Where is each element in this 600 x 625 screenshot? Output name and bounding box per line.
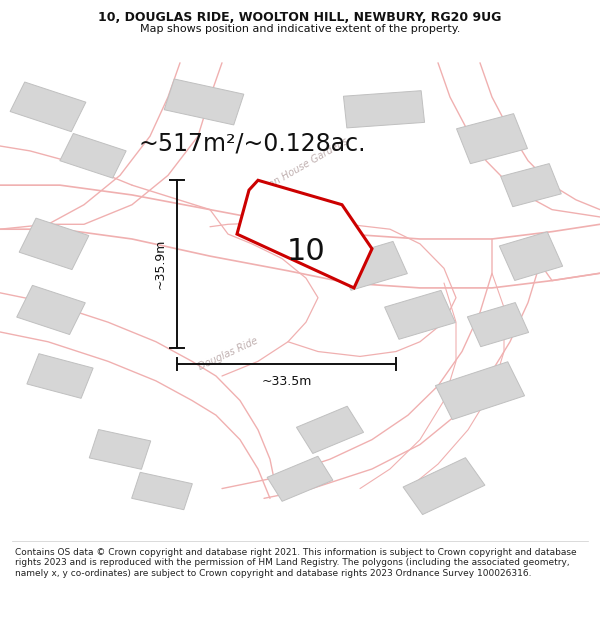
Polygon shape	[164, 79, 244, 125]
Polygon shape	[19, 218, 89, 269]
Polygon shape	[267, 456, 333, 501]
Polygon shape	[296, 406, 364, 454]
Polygon shape	[385, 291, 455, 339]
Polygon shape	[89, 429, 151, 469]
Polygon shape	[436, 362, 524, 419]
Polygon shape	[457, 114, 527, 164]
Text: ~517m²/~0.128ac.: ~517m²/~0.128ac.	[138, 131, 366, 156]
Polygon shape	[499, 232, 563, 281]
Polygon shape	[131, 472, 193, 510]
Polygon shape	[403, 458, 485, 514]
Text: ~35.9m: ~35.9m	[153, 239, 166, 289]
Polygon shape	[10, 82, 86, 132]
Text: Map shows position and indicative extent of the property.: Map shows position and indicative extent…	[140, 24, 460, 34]
Polygon shape	[17, 286, 85, 334]
Text: 10: 10	[287, 237, 325, 266]
Text: Douglas Ride: Douglas Ride	[197, 336, 259, 372]
Text: Contains OS data © Crown copyright and database right 2021. This information is : Contains OS data © Crown copyright and d…	[15, 548, 577, 578]
Polygon shape	[27, 354, 93, 398]
Text: Falcon House Gardens: Falcon House Gardens	[250, 136, 350, 200]
Polygon shape	[467, 302, 529, 347]
Polygon shape	[60, 134, 126, 178]
Polygon shape	[343, 91, 425, 128]
Polygon shape	[501, 164, 561, 207]
Text: 10, DOUGLAS RIDE, WOOLTON HILL, NEWBURY, RG20 9UG: 10, DOUGLAS RIDE, WOOLTON HILL, NEWBURY,…	[98, 11, 502, 24]
Text: ~33.5m: ~33.5m	[262, 374, 311, 388]
Polygon shape	[237, 180, 372, 288]
Polygon shape	[337, 241, 407, 291]
